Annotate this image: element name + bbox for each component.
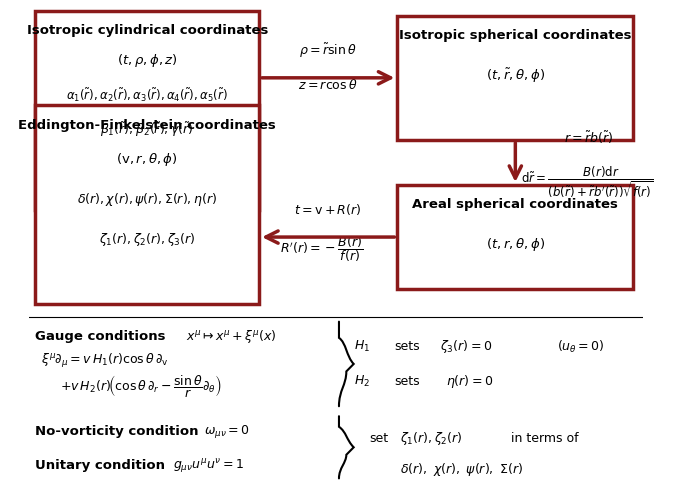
Text: $g_{\mu\nu}u^\mu u^\nu = 1$: $g_{\mu\nu}u^\mu u^\nu = 1$: [174, 457, 244, 475]
Text: $r = \tilde{r}b(\tilde{r})$: $r = \tilde{r}b(\tilde{r})$: [564, 129, 614, 146]
Text: sets: sets: [394, 340, 420, 353]
Text: $\omega_{\mu\nu} = 0$: $\omega_{\mu\nu} = 0$: [204, 423, 250, 440]
Text: $+v\,H_2(r)\!\left(\cos\theta\,\partial_r - \dfrac{\sin\theta}{r}\partial_\theta: $+v\,H_2(r)\!\left(\cos\theta\,\partial_…: [60, 373, 221, 399]
Text: $(u_\theta = 0)$: $(u_\theta = 0)$: [557, 338, 604, 355]
Text: Areal spherical coordinates: Areal spherical coordinates: [413, 198, 618, 211]
FancyBboxPatch shape: [35, 105, 259, 304]
Text: $z = \tilde{r}\cos\theta$: $z = \tilde{r}\cos\theta$: [298, 77, 358, 93]
Text: $(\mathrm{v}, r, \theta, \phi)$: $(\mathrm{v}, r, \theta, \phi)$: [116, 151, 178, 169]
Text: $x^\mu \mapsto x^\mu + \xi^\mu(x)$: $x^\mu \mapsto x^\mu + \xi^\mu(x)$: [186, 328, 277, 345]
Text: Isotropic spherical coordinates: Isotropic spherical coordinates: [399, 29, 631, 42]
Text: $H_1$: $H_1$: [354, 339, 370, 354]
Text: $\zeta_1(r), \zeta_2(r), \zeta_3(r)$: $\zeta_1(r), \zeta_2(r), \zeta_3(r)$: [99, 231, 196, 248]
Text: $\eta(r) = 0$: $\eta(r) = 0$: [446, 373, 493, 390]
Text: $\beta_1(\tilde{r}), \beta_2(\tilde{r}), \gamma(\tilde{r})$: $\beta_1(\tilde{r}), \beta_2(\tilde{r}),…: [100, 121, 194, 139]
Text: $\rho = \tilde{r}\sin\theta$: $\rho = \tilde{r}\sin\theta$: [299, 41, 357, 60]
Text: $R'(r) = -\dfrac{B(r)}{f(r)}$: $R'(r) = -\dfrac{B(r)}{f(r)}$: [281, 235, 364, 264]
Text: $\delta(r),\ \chi(r),\ \psi(r),\ \Sigma(r)$: $\delta(r),\ \chi(r),\ \psi(r),\ \Sigma(…: [400, 461, 524, 478]
Text: $(t, \rho, \phi, z)$: $(t, \rho, \phi, z)$: [117, 52, 178, 69]
Text: $\zeta_3(r) = 0$: $\zeta_3(r) = 0$: [440, 338, 493, 355]
Text: $\mathrm{d}\tilde{r} = \dfrac{B(r)\mathrm{d}r}{(b(\tilde{r}) + \tilde{r}b^\prime: $\mathrm{d}\tilde{r} = \dfrac{B(r)\mathr…: [522, 165, 654, 200]
Text: in terms of: in terms of: [511, 432, 578, 445]
Text: set: set: [369, 432, 389, 445]
Text: $\alpha_1(\tilde{r}), \alpha_2(\tilde{r}), \alpha_3(\tilde{r}), \alpha_4(\tilde{: $\alpha_1(\tilde{r}), \alpha_2(\tilde{r}…: [67, 86, 228, 104]
Text: Eddington-Finkelstein coordinates: Eddington-Finkelstein coordinates: [18, 119, 276, 132]
Text: Gauge conditions: Gauge conditions: [35, 330, 166, 343]
FancyBboxPatch shape: [35, 10, 259, 210]
Text: $\zeta_1(r), \zeta_2(r)$: $\zeta_1(r), \zeta_2(r)$: [400, 430, 463, 447]
Text: $(t, r, \theta, \phi)$: $(t, r, \theta, \phi)$: [486, 236, 545, 253]
Text: $\xi^\mu \partial_\mu = v\,H_1(r)\cos\theta\,\partial_{\mathrm{v}}$: $\xi^\mu \partial_\mu = v\,H_1(r)\cos\th…: [42, 352, 169, 370]
FancyBboxPatch shape: [397, 15, 633, 140]
Text: $H_2$: $H_2$: [354, 374, 370, 389]
Text: Unitary condition: Unitary condition: [35, 460, 166, 473]
Text: sets: sets: [394, 375, 420, 388]
Text: Isotropic cylindrical coordinates: Isotropic cylindrical coordinates: [26, 24, 268, 37]
FancyBboxPatch shape: [397, 185, 633, 289]
Text: $(t, \tilde{r}, \theta, \phi)$: $(t, \tilde{r}, \theta, \phi)$: [486, 66, 545, 85]
Text: $\delta(r), \chi(r), \psi(r), \Sigma(r), \eta(r)$: $\delta(r), \chi(r), \psi(r), \Sigma(r),…: [77, 191, 217, 208]
Text: No-vorticity condition: No-vorticity condition: [35, 425, 199, 438]
Text: $t = \mathrm{v} + R(r)$: $t = \mathrm{v} + R(r)$: [295, 202, 362, 217]
